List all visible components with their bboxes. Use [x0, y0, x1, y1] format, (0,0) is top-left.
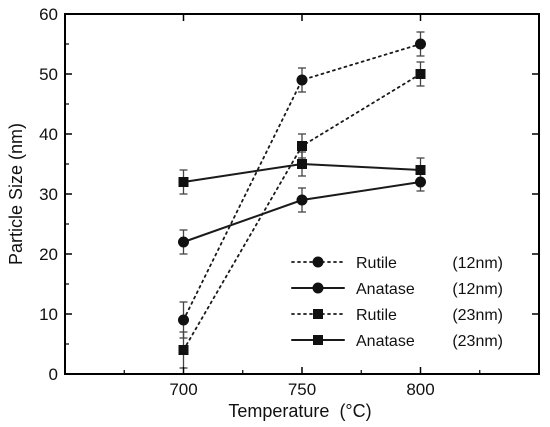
data-point-3: [178, 177, 189, 187]
data-point-3: [415, 165, 426, 175]
y-tick-label: 10: [39, 305, 58, 324]
y-tick-label: 60: [39, 5, 58, 24]
y-tick-label: 50: [39, 65, 58, 84]
data-point-3: [297, 159, 307, 169]
data-point-1: [296, 194, 308, 206]
y-tick-label: 20: [39, 245, 58, 264]
data-point-2: [297, 141, 307, 151]
y-tick-labels: 0 10 20 30 40 50 60: [39, 5, 58, 384]
legend-item: Anatase (23nm): [291, 333, 503, 350]
y-tick-label: 0: [49, 365, 58, 384]
legend-label: Rutile: [356, 255, 397, 272]
legend-size: (23nm): [452, 333, 503, 350]
x-axis-label: Temperature: [228, 401, 329, 421]
legend-item: Anatase (12nm): [291, 281, 503, 298]
data-point-0: [415, 38, 426, 50]
y-axis-title: Particle Size (nm): [6, 123, 26, 265]
data-point-1: [178, 236, 189, 248]
legend-size: (23nm): [452, 307, 503, 324]
data-point-1: [415, 176, 426, 188]
legend-label: Anatase: [356, 333, 415, 350]
legend: Rutile (12nm)Anatase (12nm)Rutile (23nm)Ana…: [291, 255, 503, 350]
data-point-0: [296, 74, 308, 86]
x-axis-title: Temperature (°C): [228, 401, 371, 421]
y-tick-label: 40: [39, 125, 58, 144]
x-axis-unit: (°C): [339, 401, 371, 421]
series-line-0: [182, 43, 422, 321]
legend-marker: [312, 256, 324, 268]
series-markers: [178, 38, 426, 355]
legend-size: (12nm): [452, 255, 503, 272]
legend-marker: [312, 282, 324, 294]
data-point-2: [178, 345, 189, 355]
legend-size: (12nm): [452, 281, 503, 298]
x-tick-label: 750: [288, 380, 316, 399]
legend-marker: [313, 309, 323, 319]
legend-label: Anatase: [356, 281, 415, 298]
legend-item: Rutile (23nm): [291, 307, 503, 324]
axis-ticks: [64, 13, 540, 375]
y-tick-label: 30: [39, 185, 58, 204]
x-tick-label: 800: [406, 380, 434, 399]
legend-marker: [313, 335, 323, 345]
legend-item: Rutile (12nm): [291, 255, 503, 272]
data-point-0: [178, 314, 189, 326]
legend-label: Rutile: [356, 307, 397, 324]
x-tick-label: 700: [169, 380, 197, 399]
data-point-2: [415, 69, 426, 79]
x-tick-labels: 700 750 800: [169, 380, 434, 399]
